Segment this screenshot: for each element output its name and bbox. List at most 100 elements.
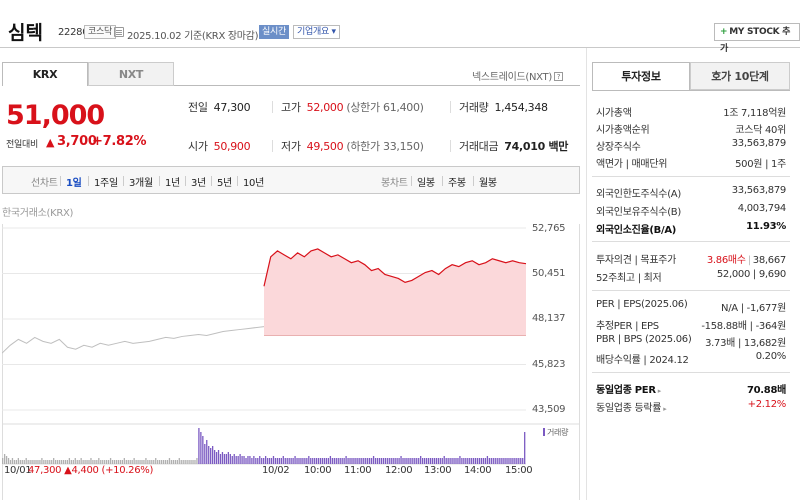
volume-bar (378, 458, 381, 464)
info-key: 상장주식수 (596, 142, 641, 153)
info-value: 3.73배 | 13,682원 (705, 338, 786, 349)
volume-bar (211, 446, 214, 464)
tab-ask-10[interactable]: 호가 10단계 (690, 62, 790, 90)
volume-bar (294, 456, 296, 464)
info-key: 외국인보유주식수(B) (596, 207, 681, 218)
volume-bar (223, 454, 226, 464)
stat-low-label: 저가 (281, 140, 301, 153)
volume-bar (196, 458, 198, 464)
info-key: 52주최고 | 최저 (596, 273, 662, 284)
nextrade-link[interactable]: 넥스트레이드(NXT)? (472, 68, 563, 83)
volume-bar (504, 458, 506, 464)
period-3m[interactable]: 3개월 (129, 178, 153, 189)
stat-high-value: 52,000 (306, 101, 344, 114)
volume-bar (463, 458, 465, 464)
volume-bar (376, 458, 379, 464)
volume-bar (190, 460, 192, 464)
volume-bar (47, 460, 49, 464)
volume-bar (245, 458, 247, 464)
volume-bar (104, 460, 106, 464)
period-1w[interactable]: 1주일 (94, 178, 118, 189)
volume-bar (31, 460, 33, 464)
help-icon[interactable]: ? (553, 72, 563, 81)
volume-bar (243, 456, 245, 464)
volume-bar (345, 456, 347, 464)
volume-bar (490, 458, 492, 464)
volume-bar (370, 458, 373, 464)
volume-bar (257, 458, 259, 464)
volume-bar (115, 460, 118, 464)
x-tick-label: 13:00 (424, 465, 452, 476)
volume-bar (300, 458, 302, 464)
volume-bar (402, 458, 404, 464)
volume-bar (137, 460, 139, 464)
volume-bar (321, 458, 324, 464)
volume-bar (498, 458, 500, 464)
volume-bar (508, 458, 510, 464)
stat-prev-value: 47,300 (213, 101, 251, 114)
volume-bar (372, 456, 375, 464)
intraday-chart[interactable] (2, 224, 580, 500)
candle-weekly[interactable]: 주봉 (448, 178, 466, 189)
volume-bar (467, 458, 469, 464)
volume-bar (388, 458, 390, 464)
period-divider (211, 176, 212, 186)
info-value: 33,563,879 (731, 138, 787, 149)
volume-bar (200, 432, 202, 464)
volume-bar (100, 460, 102, 464)
volume-bar (386, 458, 388, 464)
volume-bar (306, 458, 308, 464)
line-chart-label: 선차트 (31, 178, 58, 189)
tab-invest-info[interactable]: 투자정보 (592, 62, 690, 90)
volume-bar (217, 450, 220, 464)
volume-bar (51, 460, 53, 464)
realtime-button[interactable]: 실시간 (259, 25, 289, 39)
info-value: 33,563,879 (731, 185, 787, 196)
volume-bar (308, 456, 310, 464)
volume-bar (357, 458, 359, 464)
calendar-icon (114, 27, 124, 37)
info-value: 70.88배 (746, 385, 786, 396)
volume-bar (374, 458, 377, 464)
volume-bar (141, 460, 143, 464)
target-price: 38,667 (752, 255, 787, 266)
volume-bar (474, 458, 477, 464)
volume-bar (335, 458, 337, 464)
candle-daily[interactable]: 일봉 (417, 178, 435, 189)
stat-volume-label: 거래량 (459, 101, 489, 114)
tab-krx[interactable]: KRX (2, 62, 88, 86)
prev-day-info: 47,300 ▲4,400 (+10.26%) (28, 465, 154, 476)
volume-bar (425, 458, 428, 464)
volume-bar (317, 458, 320, 464)
volume-bar (327, 458, 330, 464)
add-mystock-button[interactable]: + MY STOCK 추가 (714, 23, 800, 54)
period-1y[interactable]: 1년 (165, 178, 180, 189)
candle-monthly[interactable]: 월봉 (479, 178, 497, 189)
volume-bar (188, 460, 190, 464)
info-key: 시가총액순위 (596, 125, 650, 136)
period-3y[interactable]: 3년 (191, 178, 206, 189)
period-1d[interactable]: 1일 (66, 178, 82, 189)
volume-bar (259, 456, 261, 464)
volume-bar (192, 460, 194, 464)
volume-bar (404, 458, 406, 464)
volume-bar (117, 460, 120, 464)
tab-nxt[interactable]: NXT (88, 62, 174, 86)
info-key: PBR | BPS (2025.06) (596, 334, 692, 345)
volume-bar (139, 460, 141, 464)
volume-bar (54, 460, 57, 464)
volume-bar (39, 460, 41, 464)
volume-bar (3, 454, 6, 464)
volume-bar (194, 460, 196, 464)
volume-bar (302, 458, 304, 464)
volume-bar (29, 460, 31, 464)
volume-bar (314, 458, 316, 464)
period-10y[interactable]: 10년 (243, 178, 265, 189)
volume-bar (453, 458, 455, 464)
volume-bar (276, 458, 279, 464)
same-industry-change-label: 동일업종 등락률 (596, 403, 662, 414)
company-info-button[interactable]: 기업개요 ▾ (293, 25, 340, 39)
period-5y[interactable]: 5년 (217, 178, 232, 189)
x-tick-label: 10/02 (262, 465, 290, 476)
info-key: 배당수익률 | 2024.12 (596, 355, 689, 366)
